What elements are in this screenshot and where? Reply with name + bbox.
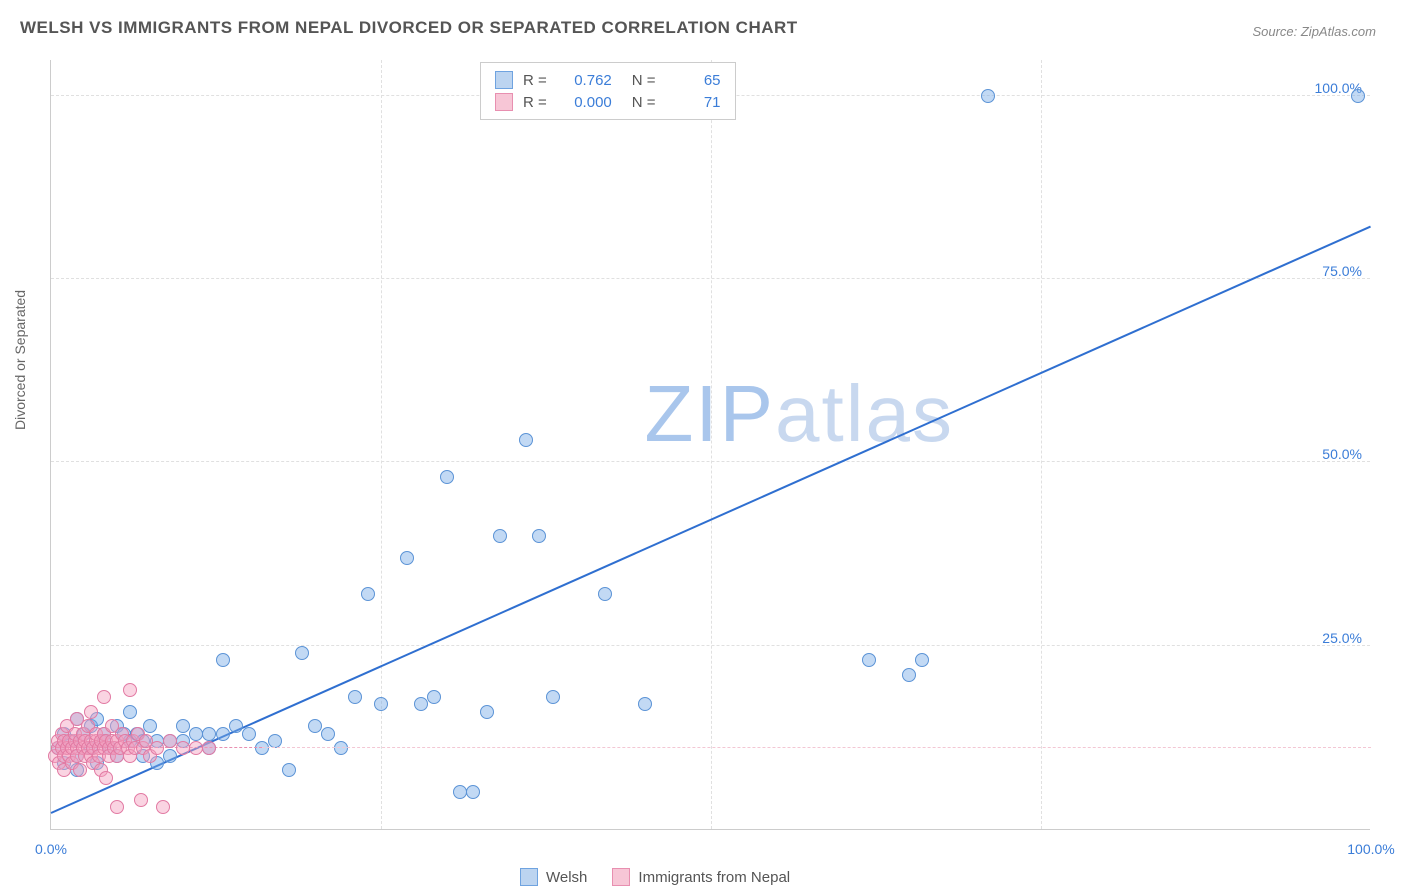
watermark-part2: atlas bbox=[775, 369, 954, 458]
data-point-nepal bbox=[123, 683, 137, 697]
data-point-nepal bbox=[163, 734, 177, 748]
data-point-welsh bbox=[334, 741, 348, 755]
data-point-welsh bbox=[638, 697, 652, 711]
data-point-welsh bbox=[229, 719, 243, 733]
data-point-welsh bbox=[862, 653, 876, 667]
data-point-welsh bbox=[216, 653, 230, 667]
legend-label: Immigrants from Nepal bbox=[638, 869, 790, 886]
x-tick-label: 0.0% bbox=[35, 841, 67, 857]
data-point-welsh bbox=[519, 433, 533, 447]
source-attribution: Source: ZipAtlas.com bbox=[1252, 24, 1376, 39]
data-point-welsh bbox=[163, 749, 177, 763]
data-point-welsh bbox=[427, 690, 441, 704]
gridline-vertical bbox=[711, 60, 712, 829]
data-point-welsh bbox=[295, 646, 309, 660]
data-point-nepal bbox=[110, 800, 124, 814]
data-point-nepal bbox=[99, 771, 113, 785]
data-point-nepal bbox=[134, 793, 148, 807]
legend-swatch bbox=[495, 71, 513, 89]
watermark-part1: ZIP bbox=[645, 369, 775, 458]
trend-line bbox=[262, 747, 1371, 748]
data-point-nepal bbox=[84, 705, 98, 719]
data-point-nepal bbox=[189, 741, 203, 755]
data-point-welsh bbox=[598, 587, 612, 601]
legend-label: Welsh bbox=[546, 869, 587, 886]
data-point-welsh bbox=[915, 653, 929, 667]
data-point-welsh bbox=[282, 763, 296, 777]
correlation-legend: R = 0.762 N = 65 R = 0.000 N = 71 bbox=[480, 62, 736, 120]
legend-item: Welsh bbox=[520, 868, 587, 886]
y-tick-label: 25.0% bbox=[1322, 630, 1362, 646]
data-point-welsh bbox=[480, 705, 494, 719]
data-point-welsh bbox=[143, 719, 157, 733]
data-point-nepal bbox=[97, 690, 111, 704]
legend-row: R = 0.762 N = 65 bbox=[495, 69, 721, 91]
y-tick-label: 75.0% bbox=[1322, 263, 1362, 279]
data-point-welsh bbox=[400, 551, 414, 565]
x-tick-label: 100.0% bbox=[1347, 841, 1394, 857]
data-point-nepal bbox=[156, 800, 170, 814]
data-point-welsh bbox=[216, 727, 230, 741]
r-label: R = bbox=[523, 72, 547, 89]
data-point-welsh bbox=[176, 719, 190, 733]
data-point-welsh bbox=[532, 529, 546, 543]
source-value: ZipAtlas.com bbox=[1301, 24, 1376, 39]
gridline-vertical bbox=[381, 60, 382, 829]
series-legend: Welsh Immigrants from Nepal bbox=[520, 868, 790, 886]
data-point-welsh bbox=[189, 727, 203, 741]
data-point-nepal bbox=[150, 741, 164, 755]
data-point-nepal bbox=[202, 741, 216, 755]
data-point-welsh bbox=[268, 734, 282, 748]
n-label: N = bbox=[632, 72, 656, 89]
source-label: Source: bbox=[1252, 24, 1300, 39]
data-point-welsh bbox=[242, 727, 256, 741]
n-label: N = bbox=[632, 94, 656, 111]
data-point-nepal bbox=[73, 763, 87, 777]
legend-swatch bbox=[520, 868, 538, 886]
data-point-welsh bbox=[902, 668, 916, 682]
data-point-welsh bbox=[308, 719, 322, 733]
data-point-welsh bbox=[546, 690, 560, 704]
y-axis-label: Divorced or Separated bbox=[12, 290, 28, 430]
data-point-welsh bbox=[361, 587, 375, 601]
data-point-welsh bbox=[321, 727, 335, 741]
gridline-vertical bbox=[1041, 60, 1042, 829]
data-point-welsh bbox=[981, 89, 995, 103]
data-point-welsh bbox=[453, 785, 467, 799]
data-point-welsh bbox=[374, 697, 388, 711]
data-point-welsh bbox=[123, 705, 137, 719]
data-point-welsh bbox=[255, 741, 269, 755]
data-point-welsh bbox=[414, 697, 428, 711]
data-point-nepal bbox=[176, 741, 190, 755]
legend-item: Immigrants from Nepal bbox=[612, 868, 790, 886]
n-value: 71 bbox=[666, 94, 721, 111]
r-value: 0.000 bbox=[557, 94, 612, 111]
legend-row: R = 0.000 N = 71 bbox=[495, 91, 721, 113]
y-tick-label: 50.0% bbox=[1322, 446, 1362, 462]
watermark: ZIPatlas bbox=[645, 368, 954, 460]
plot-area: ZIPatlas 25.0%50.0%75.0%100.0%0.0%100.0% bbox=[50, 60, 1370, 830]
chart-container: WELSH VS IMMIGRANTS FROM NEPAL DIVORCED … bbox=[0, 0, 1406, 892]
r-label: R = bbox=[523, 94, 547, 111]
data-point-welsh bbox=[493, 529, 507, 543]
legend-swatch bbox=[495, 93, 513, 111]
n-value: 65 bbox=[666, 72, 721, 89]
data-point-welsh bbox=[1351, 89, 1365, 103]
data-point-welsh bbox=[466, 785, 480, 799]
data-point-welsh bbox=[348, 690, 362, 704]
chart-title: WELSH VS IMMIGRANTS FROM NEPAL DIVORCED … bbox=[20, 18, 798, 38]
legend-swatch bbox=[612, 868, 630, 886]
data-point-welsh bbox=[440, 470, 454, 484]
r-value: 0.762 bbox=[557, 72, 612, 89]
data-point-welsh bbox=[202, 727, 216, 741]
